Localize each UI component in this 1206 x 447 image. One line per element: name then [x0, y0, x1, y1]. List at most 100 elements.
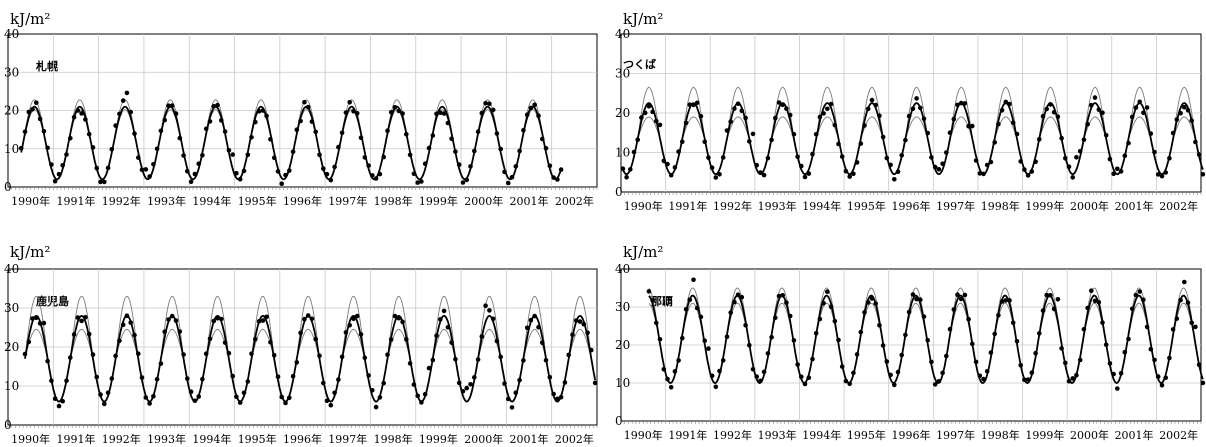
chart-panel-naha: kJ/m² 那覇 0 10 20 30 40 1990年 1991年 1992年 1993年 19… — [603, 223, 1206, 446]
x-tick-label: 1994年 — [802, 199, 841, 213]
observed-point — [305, 104, 311, 110]
observed-point — [832, 122, 838, 128]
x-tick-label: 1995年 — [847, 428, 886, 442]
observed-point — [1115, 386, 1120, 391]
observed-point — [1103, 342, 1109, 347]
observed-point — [1133, 105, 1139, 110]
observed-point — [962, 292, 968, 298]
observed-point — [929, 359, 934, 365]
chart-plot: 0 10 20 30 40 1990年 1991年 1992年 1993年 1994年 1995年 1… — [615, 262, 1206, 442]
observed-point — [411, 171, 417, 177]
observed-point — [947, 326, 953, 332]
observed-point — [154, 376, 160, 382]
observed-point — [313, 129, 319, 135]
observed-point — [438, 317, 443, 322]
observed-point — [498, 354, 504, 360]
observed-point — [260, 108, 266, 113]
observed-point — [543, 146, 549, 151]
observed-point — [918, 297, 923, 302]
observed-point — [253, 119, 258, 125]
observed-point — [694, 100, 700, 106]
y-tick-label: 30 — [615, 67, 630, 81]
observed-point — [555, 177, 560, 182]
x-tick-label: 1999年 — [1025, 428, 1064, 442]
observed-point — [691, 277, 696, 283]
observed-point — [1048, 102, 1053, 107]
observed-point — [1126, 336, 1131, 342]
observed-point — [958, 296, 964, 302]
observed-point — [862, 310, 867, 315]
observed-point — [832, 318, 838, 324]
observed-point — [892, 382, 897, 388]
observed-point — [910, 106, 916, 112]
observed-point — [581, 321, 587, 327]
series-inner-line — [648, 302, 1204, 384]
observed-point — [747, 139, 752, 144]
observed-point — [509, 174, 515, 180]
observed-point — [460, 389, 466, 394]
observed-point — [98, 179, 103, 185]
observed-point — [773, 315, 778, 321]
observed-point — [1066, 378, 1072, 384]
observed-point — [45, 145, 50, 151]
observed-point — [921, 116, 927, 122]
x-tick-label: 1997年 — [936, 428, 975, 442]
y-tick-label: 10 — [4, 379, 19, 393]
x-tick-label: 1993年 — [758, 428, 797, 442]
observed-point — [181, 153, 186, 158]
observed-point — [75, 108, 81, 113]
y-tick-label: 20 — [615, 106, 630, 120]
observed-point — [540, 136, 545, 142]
observed-point — [1200, 172, 1206, 177]
observed-point — [806, 375, 812, 380]
observed-point — [1170, 327, 1176, 332]
station-label: つくば — [623, 58, 656, 71]
observed-point — [196, 161, 201, 166]
observed-point — [743, 322, 748, 328]
observed-point — [1118, 169, 1124, 174]
observed-point — [506, 396, 511, 402]
y-tick-label: 10 — [4, 142, 19, 156]
observed-point — [332, 164, 337, 170]
observed-point — [843, 378, 849, 384]
observed-point — [381, 154, 387, 160]
observed-point — [317, 152, 322, 158]
observed-point — [780, 293, 785, 298]
observed-point — [851, 370, 856, 376]
observed-point — [1025, 377, 1031, 382]
observed-point — [1115, 166, 1120, 172]
observed-point — [509, 405, 515, 410]
x-tick-label: 1999年 — [1025, 199, 1064, 213]
observed-point — [585, 330, 590, 336]
observed-point — [918, 105, 923, 111]
observed-point — [260, 318, 266, 323]
observed-point — [475, 129, 481, 134]
observed-point — [396, 315, 402, 321]
observed-point — [41, 129, 47, 134]
series-inner-line — [24, 328, 596, 403]
observed-point — [132, 332, 137, 338]
y-tick-label: 0 — [615, 185, 623, 199]
observed-point — [821, 111, 826, 116]
observed-point — [676, 358, 681, 363]
observed-point — [305, 313, 311, 318]
observed-point — [256, 109, 262, 114]
x-tick-label: 1991年 — [56, 432, 95, 446]
observed-point — [490, 316, 496, 322]
observed-point — [494, 338, 500, 344]
observed-point — [241, 168, 247, 174]
observed-point — [799, 163, 804, 169]
observed-point — [698, 314, 704, 320]
observed-point — [735, 292, 741, 297]
observed-point — [1152, 149, 1157, 155]
observed-point — [1122, 153, 1128, 159]
observed-point — [56, 403, 62, 409]
observed-point — [1085, 305, 1090, 311]
observed-point — [185, 169, 190, 174]
observed-point — [973, 158, 979, 163]
chart-panel-tsukuba: kJ/m² つくば 0 10 20 30 40 1990年 1991年 1992年 1993年 1… — [603, 0, 1206, 223]
observed-point — [245, 152, 251, 158]
observed-point — [683, 306, 689, 312]
y-unit-label: kJ/m² — [10, 243, 51, 261]
observed-point — [151, 162, 156, 167]
